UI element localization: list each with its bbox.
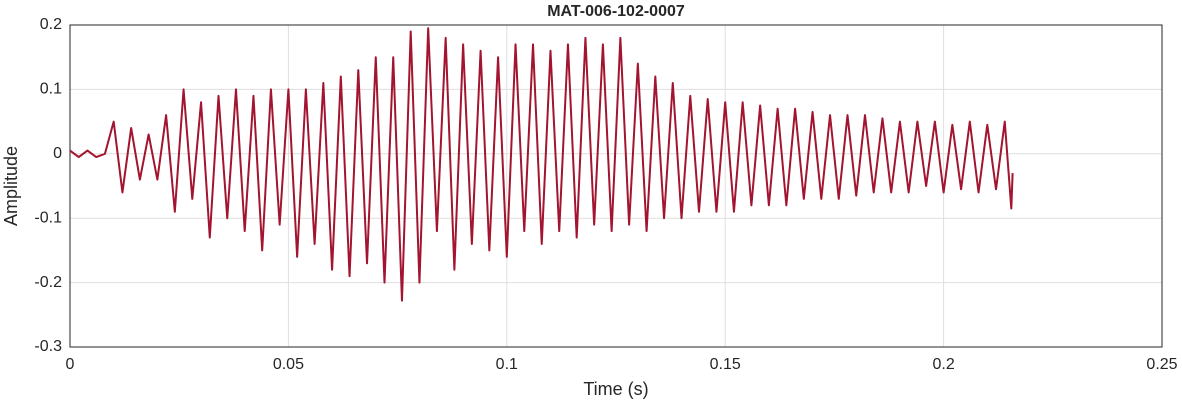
- y-tick-label: -0.2: [34, 274, 62, 291]
- y-tick-label: 0.1: [40, 81, 62, 98]
- y-tick-label: 0: [53, 145, 62, 162]
- y-tick-label: -0.1: [34, 209, 62, 226]
- y-tick-label: -0.3: [34, 338, 62, 355]
- plot-frame: [69, 24, 1163, 348]
- x-axis-label: Time (s): [583, 379, 648, 399]
- x-tick-label: 0: [66, 356, 75, 373]
- x-tick-label: 0.15: [710, 356, 741, 373]
- y-tick-label: 0.2: [40, 16, 62, 33]
- chart-title: MAT-006-102-0007: [547, 3, 685, 20]
- waveform-line: [69, 27, 1014, 302]
- x-tick-label: 0.05: [273, 356, 304, 373]
- x-tick-label: 0.25: [1146, 356, 1177, 373]
- x-tick-label: 0.2: [932, 356, 954, 373]
- y-axis-label: Amplitude: [1, 146, 21, 226]
- x-tick-label: 0.1: [496, 356, 518, 373]
